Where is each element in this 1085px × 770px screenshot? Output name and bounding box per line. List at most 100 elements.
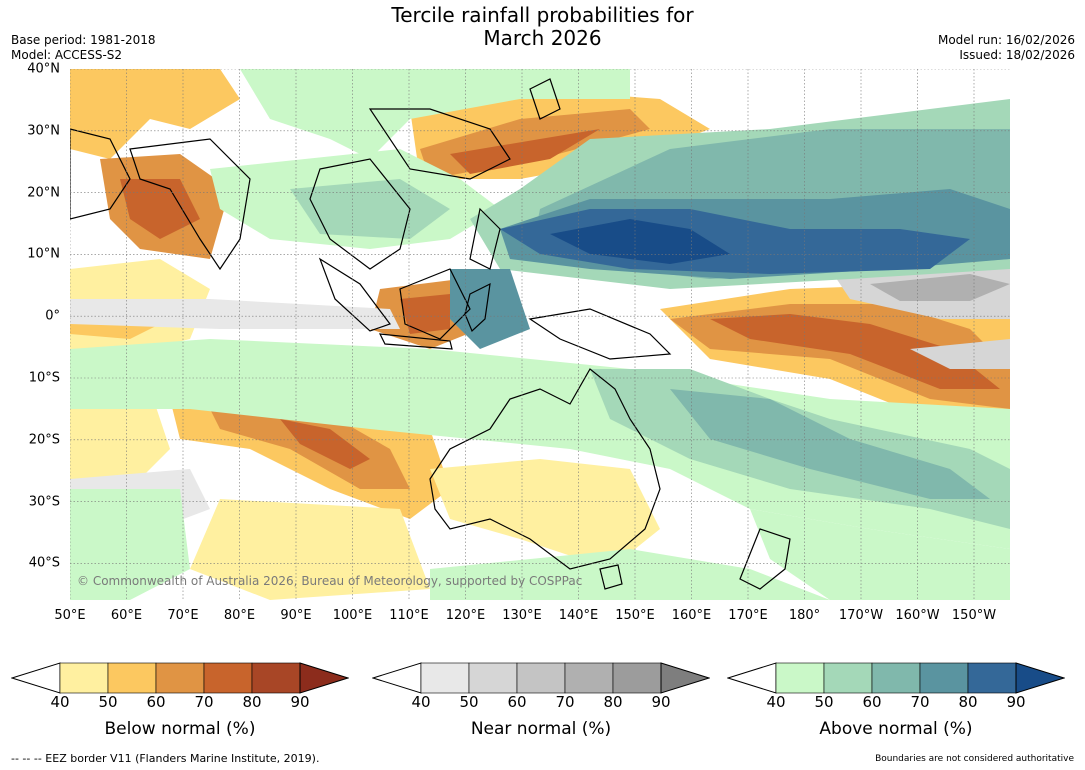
- colorbar-tick-label: 90: [1006, 693, 1026, 711]
- latitude-label: 30°N: [27, 123, 60, 139]
- below-normal-region: [450, 129, 600, 174]
- longitude-label: 70°E: [167, 608, 199, 623]
- longitude-label: 100°E: [332, 608, 373, 623]
- issued-date: Issued: 18/02/2026: [959, 48, 1075, 62]
- latitude-label: 20°N: [27, 185, 60, 201]
- above-normal-region: [430, 549, 830, 600]
- gridlines: [70, 69, 1010, 600]
- boundaries-disclaimer: Boundaries are not considered authoritat…: [875, 754, 1074, 764]
- below-normal-region: [710, 314, 1000, 389]
- longitude-label: 170°W: [838, 608, 884, 623]
- latitude-label: 30°S: [28, 494, 60, 510]
- meta-left: Base period: 1981-2018 Model: ACCESS-S2: [11, 33, 156, 63]
- japan-coastline: [529, 78, 561, 120]
- above-normal-region: [750, 509, 1010, 600]
- longitude-label: 170°E: [728, 608, 768, 623]
- colorbar-segment: [967, 662, 1017, 694]
- longitude-label: 150°W: [951, 608, 997, 623]
- below-normal-region: [400, 294, 450, 334]
- colorbar-high-extension: [299, 662, 349, 694]
- below-normal-region: [70, 69, 240, 159]
- coastlines: [70, 78, 791, 590]
- title-line-1: Tercile rainfall probabilities for: [391, 3, 694, 27]
- near-normal-region: [70, 299, 400, 329]
- colorbar-tick-label: 50: [459, 693, 479, 711]
- rainfall-map: [70, 69, 1010, 600]
- latitude-label: 40°N: [27, 61, 60, 77]
- latitude-label: 20°S: [28, 432, 60, 448]
- colorbar-tick-label: 60: [146, 693, 166, 711]
- latitude-label: 0°: [45, 308, 60, 324]
- colorbar-tick-label: 70: [910, 693, 930, 711]
- colorbar-segment: [823, 662, 873, 694]
- longitude-label: 50°E: [54, 608, 86, 623]
- colorbar-low-extension: [727, 662, 777, 694]
- colorbar-segment: [59, 662, 109, 694]
- colorbar-tick-label: 60: [507, 693, 527, 711]
- java-coastline: [378, 333, 453, 350]
- above-normal-region: [550, 219, 730, 264]
- longitude-label: 110°E: [389, 608, 429, 623]
- near-normal-region: [910, 339, 1010, 369]
- longitude-label: 150°E: [615, 608, 655, 623]
- longitude-label: 130°E: [502, 608, 542, 623]
- colorbar: [11, 662, 349, 694]
- colorbar-high-extension: [1015, 662, 1065, 694]
- colorbar-tick-label: 80: [958, 693, 978, 711]
- longitude-label: 120°E: [445, 608, 486, 623]
- eez-border-note: -- -- -- EEZ border V11 (Flanders Marine…: [11, 752, 320, 765]
- colorbar: [727, 662, 1065, 694]
- arabia-coastline: [70, 128, 131, 220]
- colorbar-tick-label: 40: [50, 693, 70, 711]
- colorbar-segment: [919, 662, 969, 694]
- tasmania-coastline: [599, 564, 623, 590]
- sumatra-coastline: [318, 257, 391, 332]
- longitude-label: 140°E: [558, 608, 599, 623]
- latitude-label: 40°S: [28, 555, 60, 571]
- sulawesi-coastline: [464, 282, 491, 333]
- colorbar-segment: [107, 662, 157, 694]
- probability-shading: [70, 69, 1010, 600]
- latitude-label: 10°S: [28, 370, 60, 386]
- colorbar-tick-label: 70: [194, 693, 214, 711]
- colorbar-tick-label: 70: [555, 693, 575, 711]
- below-normal-region: [190, 499, 430, 600]
- borneo-coastline: [399, 268, 471, 340]
- colorbar-label: Near normal (%): [470, 719, 612, 739]
- colorbar-label: Below normal (%): [104, 719, 256, 739]
- below-normal-region: [120, 179, 200, 239]
- model-run: Model run: 16/02/2026: [937, 33, 1075, 47]
- colorbar-tick-label: 90: [651, 693, 671, 711]
- model-name: Model: ACCESS-S2: [11, 48, 123, 62]
- above-normal-region: [670, 389, 990, 499]
- above-normal-region: [450, 269, 530, 349]
- colorbar-segment: [420, 662, 470, 694]
- china-coastline: [368, 108, 511, 180]
- colorbar: [372, 662, 710, 694]
- map-title: Tercile rainfall probabilities for March…: [0, 4, 1085, 50]
- meta-right: Model run: 16/02/2026 Issued: 18/02/2026: [938, 33, 1075, 63]
- longitude-label: 60°E: [110, 608, 143, 623]
- colorbar-label: Above normal (%): [819, 719, 973, 739]
- australia-coastline: [429, 368, 661, 570]
- latitude-label: 10°N: [27, 246, 60, 262]
- new-zealand-coastline: [739, 528, 791, 590]
- base-period: Base period: 1981-2018: [11, 33, 156, 47]
- colorbar-low-extension: [372, 662, 422, 694]
- below-normal-region: [430, 459, 660, 569]
- above-normal-region: [70, 489, 190, 600]
- below-normal-region: [70, 389, 170, 489]
- longitude-label: 160°W: [895, 608, 940, 623]
- longitude-label: 160°E: [671, 608, 712, 623]
- colorbar-tick-label: 40: [766, 693, 786, 711]
- above-normal-region: [240, 69, 630, 159]
- colorbar-segment: [775, 662, 825, 694]
- longitude-label: 180°: [788, 608, 821, 623]
- indochina-coastline: [309, 158, 411, 270]
- below-normal-region: [280, 419, 370, 469]
- philippines-coastline: [469, 207, 501, 270]
- colorbar-tick-label: 80: [603, 693, 623, 711]
- copyright-notice: © Commonwealth of Australia 2026, Bureau…: [77, 574, 583, 588]
- longitude-label: 80°E: [223, 608, 256, 623]
- colorbar-tick-label: 50: [98, 693, 118, 711]
